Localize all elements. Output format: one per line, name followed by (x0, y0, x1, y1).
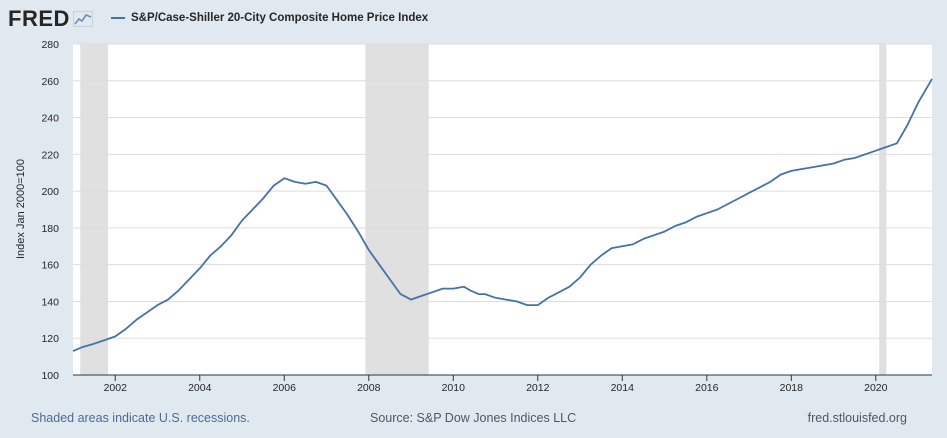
x-tick-label-2002: 2002 (104, 382, 128, 394)
recession-band-1 (80, 44, 109, 375)
y-tick-label-220: 220 (41, 149, 59, 161)
x-tick-label-2014: 2014 (611, 382, 635, 394)
x-tick-label-2010: 2010 (442, 382, 466, 394)
y-tick-label-120: 120 (41, 333, 59, 345)
y-axis-label: Index Jan 2000=100 (15, 159, 27, 259)
y-tick-label-100: 100 (41, 370, 59, 382)
legend-swatch (111, 17, 125, 19)
recession-note: Shaded areas indicate U.S. recessions. (31, 411, 250, 425)
y-tick-label-140: 140 (41, 296, 59, 308)
x-tick-label-2012: 2012 (526, 382, 550, 394)
series-line-1 (72, 78, 933, 352)
fred-url-link[interactable]: fred.stlouisfed.org (807, 411, 907, 425)
chart-legend: S&P/Case-Shiller 20-City Composite Home … (111, 9, 428, 27)
x-tick-label-2008: 2008 (357, 382, 381, 394)
source-note: Source: S&P Dow Jones Indices LLC (370, 411, 577, 425)
y-tick-label-160: 160 (41, 260, 59, 272)
x-tick-label-2006: 2006 (273, 382, 297, 394)
y-tick-label-260: 260 (41, 76, 59, 88)
x-tick-label-2004: 2004 (188, 382, 212, 394)
logo-text: FRED (8, 6, 70, 31)
y-tick-label-200: 200 (41, 186, 59, 198)
fred-logo[interactable]: FRED (8, 7, 93, 31)
recession-band-3 (879, 44, 887, 375)
y-tick-label-280: 280 (41, 39, 59, 51)
line-chart-icon (72, 11, 93, 27)
x-tick-label-2016: 2016 (695, 382, 719, 394)
x-tick-label-2020: 2020 (864, 382, 888, 394)
x-tick-label-2018: 2018 (780, 382, 804, 394)
plot-area (73, 44, 932, 375)
recession-band-2 (365, 44, 429, 375)
y-tick-label-180: 180 (41, 223, 59, 235)
legend-label: S&P/Case-Shiller 20-City Composite Home … (131, 12, 429, 24)
y-tick-label-240: 240 (41, 113, 59, 125)
